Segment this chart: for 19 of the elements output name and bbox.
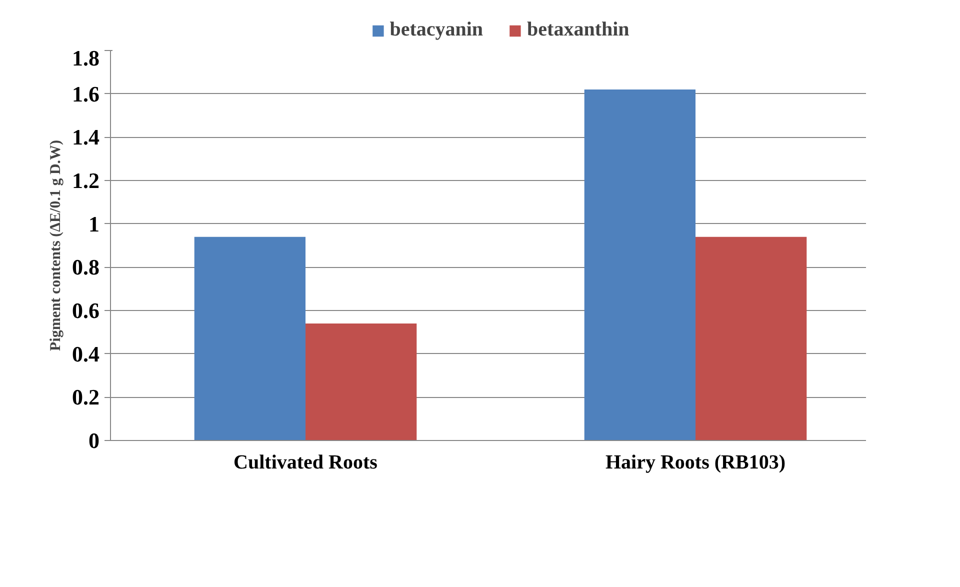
bar xyxy=(584,90,696,440)
y-tick-label: 1.6 xyxy=(72,81,100,106)
bar xyxy=(306,324,417,440)
legend-label: betaxanthin xyxy=(527,18,630,42)
bar xyxy=(696,236,807,440)
y-tick-label: 0.4 xyxy=(72,341,100,366)
y-tick-label: 1.4 xyxy=(72,124,100,150)
y-tick-label: 1.8 xyxy=(72,46,100,70)
y-tick-label: 0.2 xyxy=(72,384,100,410)
x-tick-label: Hairy Roots (RB103) xyxy=(606,452,786,474)
y-tick-label: 0 xyxy=(88,428,100,453)
y-axis-title: Pigment contents (ΔE/0.1 g D.W) xyxy=(48,140,64,352)
x-tick-label: Cultivated Roots xyxy=(234,452,378,474)
y-tick-label: 1.2 xyxy=(72,168,100,193)
bar xyxy=(194,236,306,440)
legend-label: betacyanin xyxy=(390,18,484,42)
y-tick-label: 0.6 xyxy=(72,298,100,323)
y-tick-label: 0.8 xyxy=(72,254,100,280)
y-tick-label: 1 xyxy=(88,211,100,236)
